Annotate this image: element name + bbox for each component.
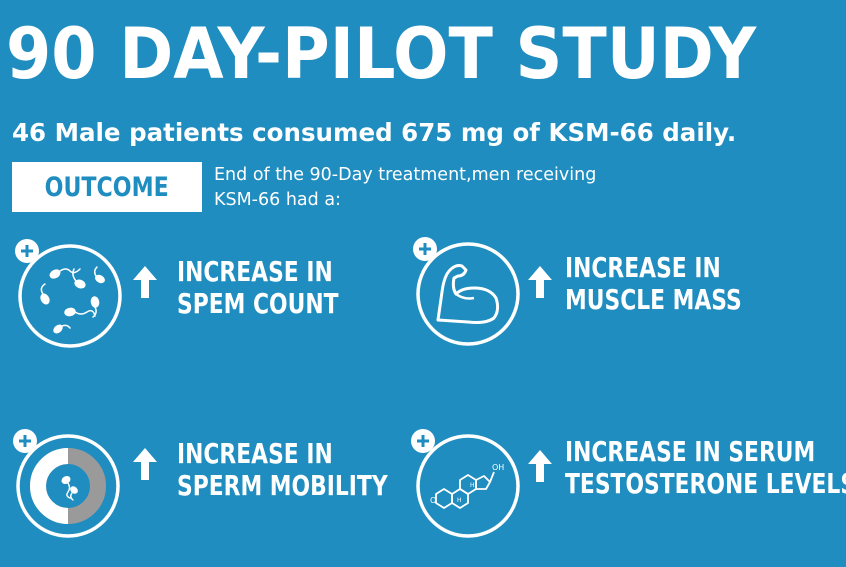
outcome-badge-label: OUTCOME: [44, 171, 170, 203]
benefit-label-line-2: SPEM COUNT: [177, 287, 339, 320]
benefit-label-sperm-count: INCREASE IN SPEM COUNT: [177, 256, 338, 320]
outcome-description: End of the 90-Day treatment,men receivin…: [214, 163, 734, 213]
benefit-label-testosterone: INCREASE IN SERUM TESTOSTERONE LEVELS: [565, 436, 846, 500]
outcome-description-line-1: End of the 90-Day treatment,men receivin…: [214, 165, 597, 185]
molecule-label-h: H: [457, 497, 462, 504]
outcome-description-line-2: KSM-66 had a:: [214, 190, 341, 210]
benefit-label-sperm-mobility: INCREASE IN SPERM MOBILITY: [177, 438, 388, 502]
benefit-label-line-2: MUSCLE MASS: [565, 283, 742, 316]
benefit-label-muscle-mass: INCREASE IN MUSCLE MASS: [565, 252, 742, 316]
benefit-label-line-2: TESTOSTERONE LEVELS: [565, 467, 846, 500]
sperm-mobility-icon: [13, 429, 120, 538]
benefit-label-line-2: SPERM MOBILITY: [177, 469, 388, 502]
arrow-up-icon: [528, 266, 552, 298]
sperm-count-icon: [15, 239, 122, 348]
testosterone-molecule-icon: O OH H H: [411, 429, 520, 538]
benefit-label-line-1: INCREASE IN: [177, 437, 333, 470]
molecule-label-h: H: [470, 482, 475, 489]
benefit-label-line-1: INCREASE IN: [177, 255, 333, 288]
benefit-label-line-1: INCREASE IN: [565, 251, 721, 284]
molecule-label-oh: OH: [492, 463, 504, 472]
arrow-up-icon: [133, 266, 157, 298]
page-title: 90 DAY-PILOT STUDY: [6, 13, 757, 95]
molecule-label-o: O: [430, 496, 436, 505]
arrow-up-icon: [133, 448, 157, 480]
benefit-label-line-1: INCREASE IN SERUM: [565, 435, 816, 468]
muscle-arm-icon: [413, 237, 520, 346]
arrow-up-icon: [528, 450, 552, 482]
study-subtitle: 46 Male patients consumed 675 mg of KSM-…: [12, 118, 737, 147]
outcome-badge: OUTCOME: [12, 162, 202, 212]
